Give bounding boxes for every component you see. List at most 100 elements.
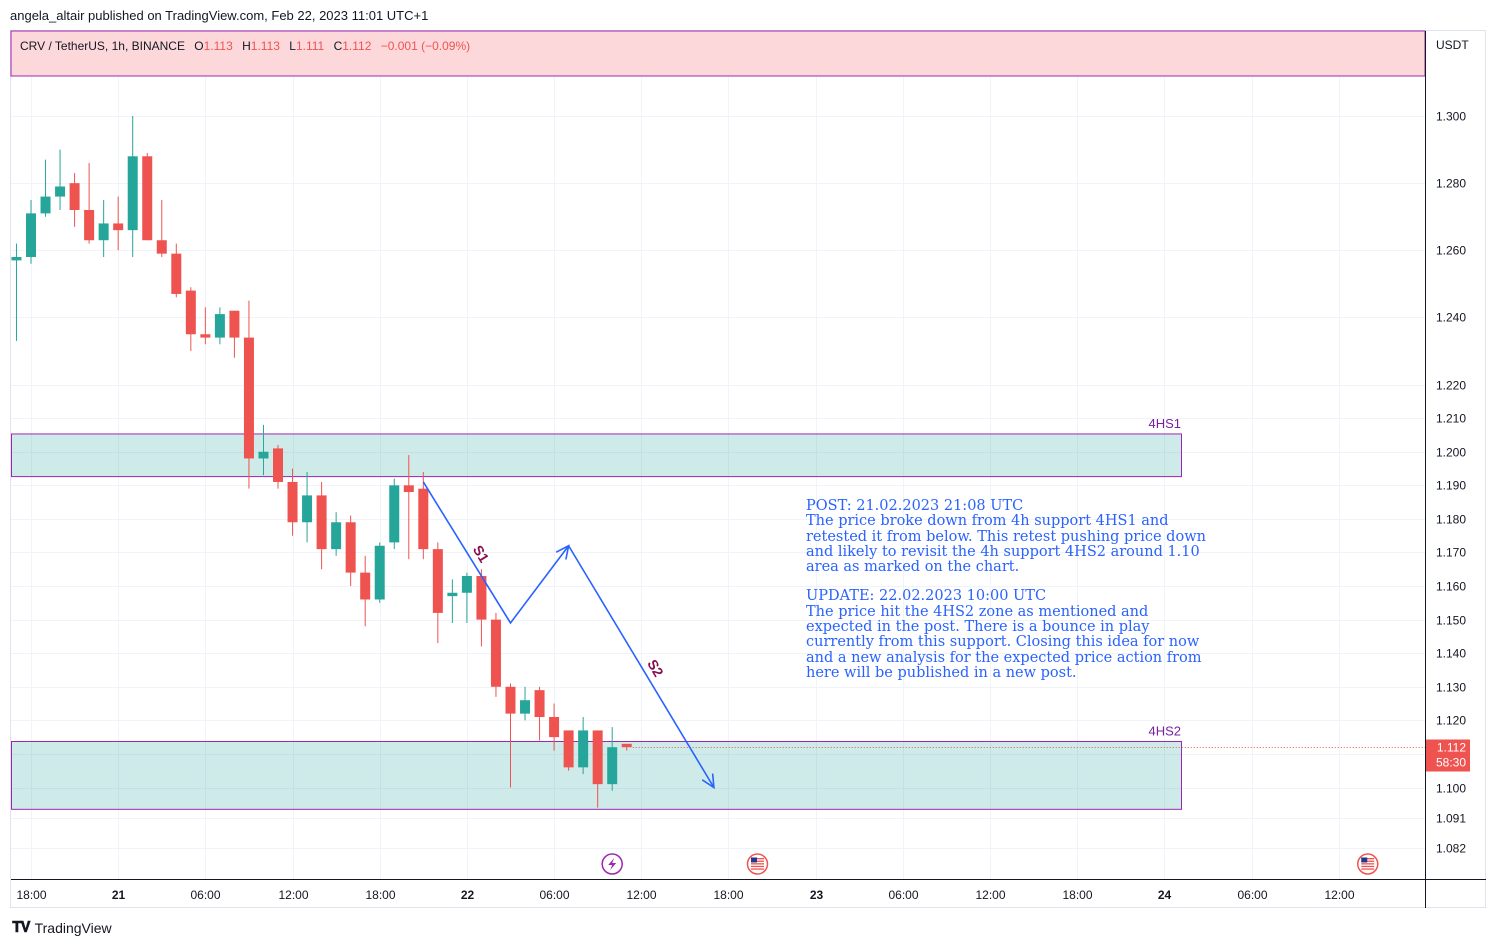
- candle[interactable]: [142, 152, 153, 241]
- time-tick-label: 18:00: [1062, 888, 1092, 902]
- candle[interactable]: [360, 555, 371, 627]
- candle-body: [156, 240, 167, 254]
- candle[interactable]: [156, 199, 167, 258]
- support-zone-1[interactable]: [11, 433, 1182, 478]
- candle-body: [214, 314, 225, 338]
- post-body: The price broke down from 4h support 4HS…: [806, 513, 1206, 576]
- event-icons[interactable]: [601, 853, 1379, 875]
- candle[interactable]: [621, 743, 632, 751]
- candle[interactable]: [389, 478, 400, 550]
- low-value: 1.111: [295, 39, 325, 53]
- candle-body: [258, 451, 269, 459]
- lightning-icon[interactable]: [601, 853, 623, 875]
- candle[interactable]: [592, 730, 603, 808]
- candle[interactable]: [432, 542, 443, 644]
- flag-stripe: [1361, 863, 1375, 865]
- candle[interactable]: [418, 471, 429, 560]
- candle-body: [185, 290, 196, 335]
- candle-body: [607, 747, 618, 785]
- candle[interactable]: [287, 468, 298, 536]
- candle[interactable]: [273, 445, 284, 489]
- candle-body: [331, 522, 342, 550]
- candle[interactable]: [243, 300, 254, 489]
- candle[interactable]: [26, 199, 36, 264]
- candle-body: [447, 592, 458, 597]
- candle[interactable]: [607, 727, 618, 791]
- candle[interactable]: [476, 569, 487, 647]
- candle[interactable]: [69, 173, 80, 227]
- price-tick-label: 1.220: [1436, 379, 1466, 393]
- currency-label: USDT: [1436, 38, 1469, 52]
- price-axis[interactable]: 1.0821.0911.1001.1101.1201.1301.1401.150…: [1436, 110, 1466, 856]
- flag-stripe: [1361, 865, 1375, 868]
- candle[interactable]: [185, 287, 196, 352]
- close-label: C: [333, 39, 343, 53]
- flag-canton: [751, 857, 757, 863]
- price-tick-label: 1.170: [1436, 546, 1466, 560]
- candle-body: [113, 223, 124, 231]
- candle[interactable]: [214, 307, 225, 345]
- header-band: [10, 30, 1426, 77]
- candle[interactable]: [55, 149, 66, 211]
- time-axis[interactable]: 18:00 21 06:00 12:00 18:00 22 06:00 12:00 18:00 2…: [16, 888, 1354, 902]
- candle-body: [592, 730, 603, 785]
- candle[interactable]: [316, 481, 327, 570]
- time-tick-label: 24: [1158, 888, 1172, 902]
- candle[interactable]: [563, 730, 574, 771]
- candle-body: [476, 575, 487, 620]
- candle[interactable]: [200, 307, 211, 345]
- arrow-path-2[interactable]: [567, 545, 715, 788]
- symbol-legend[interactable]: CRV / TetherUS, 1h, BINANCE O1.113 H1.11…: [20, 39, 470, 53]
- candle-body: [171, 253, 182, 294]
- candle[interactable]: [40, 159, 51, 217]
- candle[interactable]: [447, 579, 458, 623]
- price-tick-label: 1.150: [1436, 614, 1466, 628]
- candle-body: [273, 448, 284, 482]
- candle[interactable]: [258, 424, 269, 476]
- candle-body: [549, 716, 560, 738]
- candle[interactable]: [345, 515, 356, 587]
- candle[interactable]: [520, 686, 531, 721]
- us-flag-icon[interactable]: [746, 853, 769, 875]
- flag-stripe: [751, 865, 764, 868]
- candle[interactable]: [461, 572, 472, 623]
- candle[interactable]: [302, 471, 313, 543]
- candle[interactable]: [578, 716, 589, 775]
- candle[interactable]: [113, 196, 124, 251]
- candle-body: [490, 619, 501, 687]
- candle[interactable]: [127, 116, 138, 258]
- time-tick-label: 06:00: [888, 888, 918, 902]
- candle[interactable]: [84, 163, 95, 244]
- candle-body: [520, 700, 531, 714]
- lightning-bolt: [608, 858, 617, 870]
- candle[interactable]: [11, 243, 22, 341]
- arrow-path-1[interactable]: [422, 481, 570, 625]
- flag-stripe: [1361, 860, 1375, 862]
- arrow-label-s1: S1: [470, 542, 493, 565]
- candle-body: [432, 549, 443, 613]
- us-flag-icon[interactable]: [1357, 853, 1379, 875]
- candles[interactable]: [11, 116, 1425, 808]
- candle[interactable]: [534, 686, 545, 741]
- candle[interactable]: [171, 243, 182, 298]
- candle[interactable]: [374, 542, 385, 603]
- candle-body: [461, 575, 472, 593]
- candle[interactable]: [403, 455, 414, 560]
- candle-body: [40, 196, 51, 214]
- candle[interactable]: [549, 703, 560, 751]
- zone-label: 4HS1: [1148, 416, 1181, 431]
- candle[interactable]: [229, 310, 240, 358]
- candle[interactable]: [331, 512, 342, 556]
- arrow-drawings[interactable]: S1 S2: [422, 481, 715, 790]
- candle[interactable]: [490, 612, 501, 697]
- price-tick-label: 1.140: [1436, 647, 1466, 661]
- tradingview-branding[interactable]: 𝐓𝐕 TradingView: [12, 919, 112, 936]
- time-tick-label: 18:00: [713, 888, 743, 902]
- flag-stripe: [751, 860, 764, 862]
- candle[interactable]: [505, 683, 516, 788]
- update-body: The price hit the 4HS2 zone as mentioned…: [806, 603, 1202, 681]
- candle-body: [142, 156, 153, 241]
- candle-body: [200, 334, 211, 338]
- candle[interactable]: [98, 199, 109, 258]
